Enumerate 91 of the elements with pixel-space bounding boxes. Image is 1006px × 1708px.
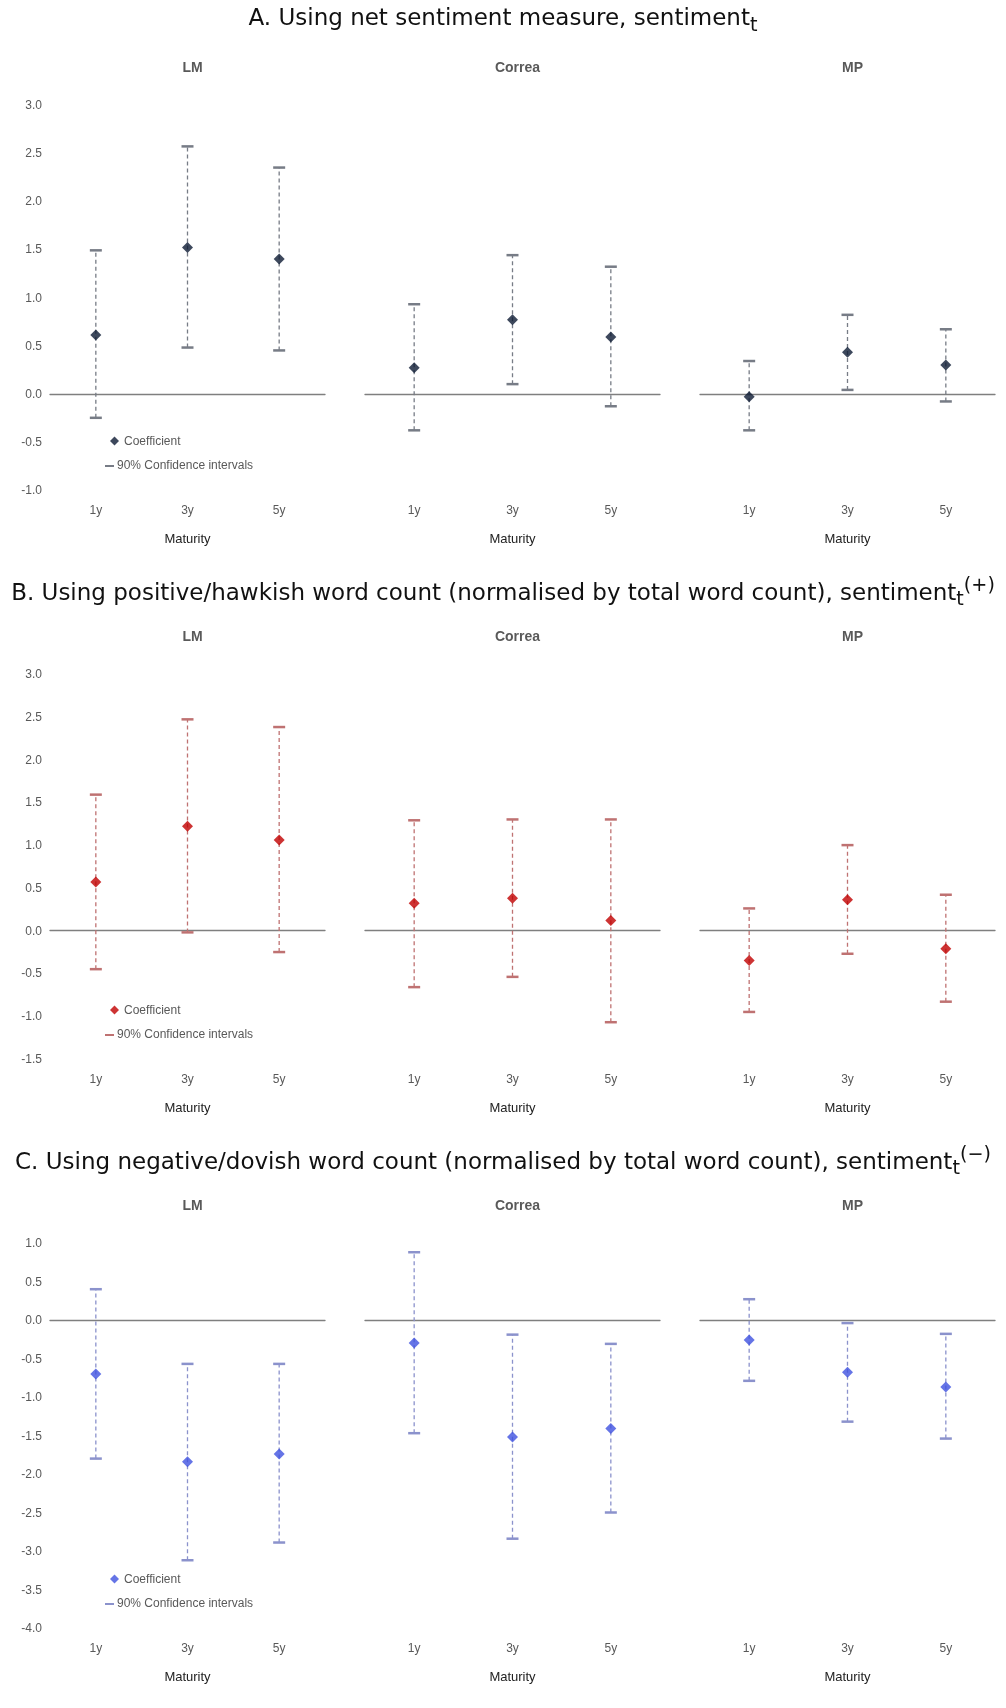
y-tick-label: 0.0 [25,923,43,938]
x-tick-label: 1y [89,1641,103,1655]
y-tick-label: -4.0 [21,1621,43,1635]
y-tick-label: 3.0 [25,98,43,112]
text: A. Using net sentiment measure, sentiment$_{t}$ [247,4,759,36]
y-tick-label: -1.5 [21,1052,43,1066]
point [273,253,285,265]
y-tick-label: 1.0 [25,290,43,305]
y-tick-label: 1.0 [25,838,43,853]
y-tick-label: 1.0 [25,1236,43,1250]
x-axis-title: Maturity [824,531,872,546]
x-tick-label: 3y [181,1072,194,1086]
y-tick-label: 0.5 [25,1274,43,1289]
y-tick-label: 0.5 [25,338,43,353]
y-tick-label: -0.5 [21,1351,43,1366]
y-tick-label: -1.0 [21,483,43,497]
x-axis-title: Maturity [489,531,537,546]
chart-title: Correa [494,628,541,644]
point [182,1456,193,1468]
y-tick-label: 0.0 [25,386,43,401]
point [182,241,193,253]
y-tick-label: -1.5 [21,1428,43,1443]
annotation: 90% Confidence intervals [117,1027,254,1041]
x-axis-title: Maturity [489,1669,537,1684]
chart-title: LM [182,628,203,644]
annotation: 90% Confidence intervals [117,458,254,472]
y-tick-label: 2.0 [25,194,43,209]
legend-label: Coefficient [124,1003,182,1017]
x-tick-label: 1y [407,1641,421,1655]
y-tick-label: 1.5 [25,242,43,257]
x-tick-label: 3y [841,503,854,517]
chart-title: LM [182,1197,203,1213]
x-tick-label: 5y [604,503,618,517]
x-tick-label: 1y [407,1072,421,1086]
x-axis-title: Maturity [489,1100,537,1115]
x-tick-label: 5y [272,1072,286,1086]
x-tick-label: 5y [604,1641,618,1655]
x-tick-label: 1y [89,503,103,517]
x-tick-label: 3y [181,1641,194,1655]
y-tick-label: 0.5 [25,880,43,895]
x-tick-label: 5y [939,1641,953,1655]
x-tick-label: 5y [939,1072,953,1086]
x-axis-title: Maturity [164,531,212,546]
y-tick-label: -0.5 [21,434,43,449]
x-tick-label: 1y [742,1641,756,1655]
y-tick-label: -2.0 [21,1467,43,1481]
y-tick-label: -1.0 [21,1390,43,1404]
y-tick-label: -3.0 [21,1544,43,1558]
x-tick-label: 5y [604,1072,618,1086]
y-tick-label: 3.0 [25,667,43,681]
y-tick-label: 1.5 [25,795,43,810]
legend-label: Coefficient [124,1572,182,1586]
x-tick-label: 1y [742,503,756,517]
y-tick-label: -0.5 [21,966,43,981]
chart-title: LM [182,59,203,75]
x-axis-title: Maturity [824,1669,872,1684]
x-tick-label: 5y [272,503,286,517]
y-tick-label: -3.5 [21,1582,43,1597]
y-tick-label: -1.0 [21,1009,43,1024]
x-tick-label: 1y [742,1072,756,1086]
x-tick-label: 3y [181,503,194,517]
point [90,876,102,888]
x-axis-title: Maturity [824,1100,872,1115]
x-tick-label: 3y [841,1072,854,1086]
y-tick-label: 2.5 [25,709,43,724]
point [90,1368,102,1380]
chart-title: Correa [494,1197,541,1213]
y-tick-label: 2.0 [25,752,43,767]
chart-title: MP [842,1197,863,1213]
x-tick-label: 5y [939,503,953,517]
y-tick-label: 0.0 [25,1313,43,1327]
x-axis-title: Maturity [164,1669,212,1684]
x-tick-label: 5y [272,1641,286,1655]
x-tick-label: 3y [506,1641,519,1655]
legend-label: Coefficient [124,434,182,448]
x-tick-label: 1y [407,503,421,517]
point [90,329,102,341]
x-tick-label: 3y [506,1072,519,1086]
point [182,820,193,832]
y-tick-label: -2.5 [21,1505,43,1520]
y-tick-label: 2.5 [25,146,43,161]
annotation: 90% Confidence intervals [117,1596,254,1610]
x-tick-label: 3y [506,503,519,517]
point [273,1448,285,1460]
x-axis-title: Maturity [164,1100,212,1115]
chart-title: MP [842,59,863,75]
point [273,834,285,846]
chart-title: MP [842,628,863,644]
x-tick-label: 1y [89,1072,103,1086]
x-tick-label: 3y [841,1641,854,1655]
chart-title: Correa [494,59,541,75]
